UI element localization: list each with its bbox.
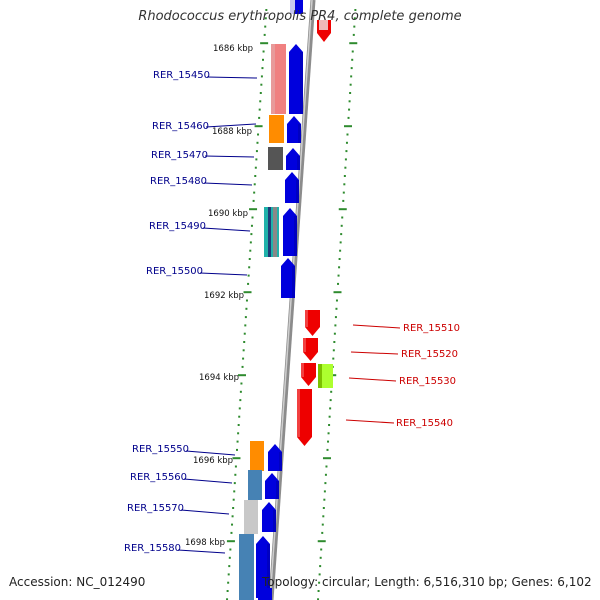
accession-text: Accession: NC_012490 [9,575,146,589]
label-connector-line [350,351,399,355]
forward-gene-arrow [265,473,279,499]
gene-label-rer-15530[interactable]: RER_15530 [399,376,456,387]
label-connectors [177,76,401,554]
forward-gene-arrow [281,258,295,298]
gene-label-rer-15500[interactable]: RER_15500 [146,266,203,277]
arrow-shade [305,310,308,327]
scale-label-1696: 1696 kbp [193,456,233,466]
arrow-shade [303,338,306,352]
outer-tick-track-right [317,9,358,600]
forward-gene-arrow [286,148,300,170]
gene-label-rer-15460[interactable]: RER_15460 [152,121,209,132]
genome-backbone-highlight [269,0,313,600]
label-connector-line [183,478,233,484]
arrow-shade [297,389,300,437]
scale-label-1690: 1690 kbp [208,209,248,219]
reverse-strand-genes [297,310,320,446]
left-gene-labels: RER_15450 RER_15460 RER_15470 RER_15480 … [124,70,210,554]
label-connector-line [180,509,230,515]
gene-label-rer-15520[interactable]: RER_15520 [401,349,458,360]
gene-block-top-partial-pink [319,20,328,30]
map-title: Rhodococcus erythropolis PR4, complete g… [138,9,462,24]
arrow-shade [301,363,304,377]
gene-label-rer-15550[interactable]: RER_15550 [132,444,189,455]
cog-block-15550[interactable] [250,441,264,471]
label-connector-line [204,155,255,158]
arrow-shade [276,481,279,499]
genome-backbone [268,0,316,600]
cog-block-15450-shade [271,44,275,114]
gene-label-rer-15560[interactable]: RER_15560 [130,472,187,483]
cog-block-15490-stripe [268,207,271,257]
label-connector-line [352,324,401,329]
gene-block-bottom-partial[interactable] [258,588,272,600]
scale-label-1686: 1686 kbp [213,44,253,54]
label-connector-line [345,419,395,424]
forward-gene-arrow [287,116,301,143]
forward-strand-genes [256,44,303,598]
arrow-shade [297,156,300,170]
outer-tick-track-left [226,9,269,600]
scale-labels: 1686 kbp 1688 kbp 1690 kbp 1692 kbp 1694… [185,44,253,548]
cog-block-15580[interactable] [239,534,254,600]
forward-gene-arrow [283,208,297,256]
gene-label-rer-15570[interactable]: RER_15570 [127,503,184,514]
gene-label-rer-15470[interactable]: RER_15470 [151,150,208,161]
forward-gene-arrow [256,536,270,598]
forward-gene-arrow [268,444,282,471]
cog-block-15560[interactable] [248,470,262,500]
scale-label-1688: 1688 kbp [212,127,252,137]
forward-gene-arrow [289,44,303,114]
label-connector-line [206,76,258,79]
label-connector-line [185,450,236,456]
label-connector-line [202,227,251,232]
gene-label-rer-15540[interactable]: RER_15540 [396,418,453,429]
scale-label-1698: 1698 kbp [185,538,225,548]
arrow-shade [300,52,303,114]
arrow-shade [273,510,276,532]
cog-block-15530-shade [318,364,322,388]
arrow-shade [296,180,299,203]
arrow-shade [267,544,270,598]
cog-block-15490-stripe2 [273,207,277,257]
genome-summary-text: Topology: circular; Length: 6,516,310 bp… [262,575,592,589]
cog-block-15470[interactable] [268,147,283,170]
arrow-shade [279,452,282,471]
reverse-gene-arrow [297,389,312,446]
gene-label-rer-15490[interactable]: RER_15490 [149,221,206,232]
label-connector-line [348,377,397,382]
label-connector-line [205,123,257,128]
label-connector-line [177,549,226,554]
label-connector-line [199,272,248,276]
gene-label-rer-15510[interactable]: RER_15510 [403,323,460,334]
arrow-shade [294,216,297,256]
forward-gene-arrow [285,172,299,203]
gene-block-top-partial-shade [290,0,295,14]
gene-label-rer-15480[interactable]: RER_15480 [150,176,207,187]
gene-label-rer-15450[interactable]: RER_15450 [153,70,210,81]
gene-label-rer-15580[interactable]: RER_15580 [124,543,181,554]
arrow-shade [292,266,295,298]
scale-label-1692: 1692 kbp [204,291,244,301]
scale-label-1694: 1694 kbp [199,373,239,383]
right-gene-labels: RER_15510 RER_15520 RER_15530 RER_15540 [396,323,460,429]
label-connector-line [203,182,253,186]
forward-gene-arrow [262,502,276,532]
arrow-shade [298,124,301,143]
reverse-gene-arrow [303,338,318,361]
reverse-gene-arrow [305,310,320,336]
cog-block-15570[interactable] [244,500,258,534]
reverse-gene-arrow [301,363,316,386]
cog-block-15460[interactable] [269,115,284,143]
